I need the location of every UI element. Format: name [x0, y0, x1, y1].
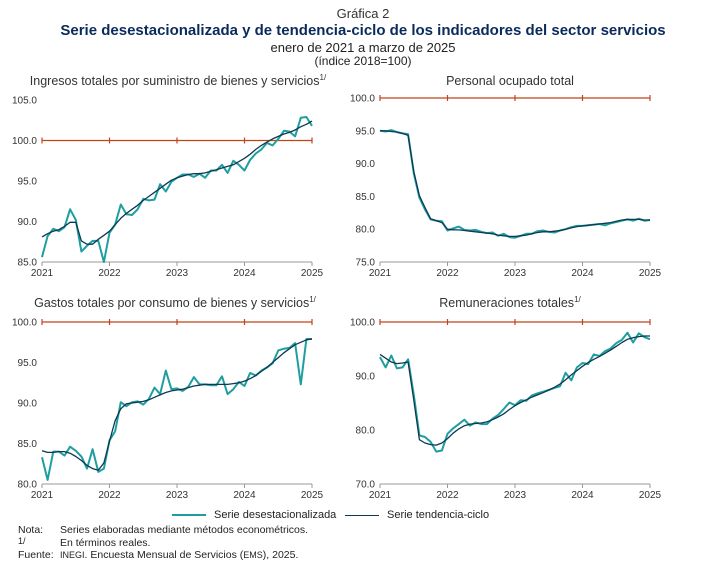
note-label: Nota: — [18, 524, 44, 536]
y-tick-label-personal: 80.0 — [356, 225, 376, 236]
seasonal-series-line-personal — [379, 129, 651, 239]
legend-trend-label: Serie tendencia-ciclo — [387, 509, 490, 521]
x-tick-label-gastos: 2023 — [166, 490, 189, 501]
x-tick-label-remuneraciones: 2024 — [571, 490, 594, 501]
note-text: Series elaboradas mediante métodos econo… — [60, 524, 309, 536]
y-tick-label-gastos: 100.0 — [12, 318, 37, 329]
ref-text: En términos reales. — [60, 537, 151, 549]
x-tick-label-gastos: 2021 — [31, 490, 54, 501]
y-tick-label-gastos: 80.0 — [18, 480, 38, 491]
y-tick-label-personal: 85.0 — [356, 192, 376, 203]
trend-series-line-personal — [380, 130, 650, 238]
x-tick-label-remuneraciones: 2022 — [436, 490, 459, 501]
y-tick-label-remuneraciones: 70.0 — [356, 480, 376, 491]
x-tick-label-ingresos: 2024 — [233, 268, 256, 279]
x-tick-label-ingresos: 2025 — [301, 268, 324, 279]
x-tick-label-ingresos: 2022 — [98, 268, 121, 279]
panel-title-personal: Personal ocupado total — [446, 74, 574, 89]
source-label: Fuente: — [18, 549, 54, 561]
y-tick-label-remuneraciones: 90.0 — [356, 372, 376, 383]
y-tick-label-personal: 90.0 — [356, 159, 376, 170]
seasonal-series-line-gastos — [41, 338, 312, 481]
x-tick-label-remuneraciones: 2023 — [504, 490, 527, 501]
y-tick-label-personal: 100.0 — [350, 94, 375, 105]
legend-seasonal: Serie desestacionalizada — [172, 509, 336, 521]
x-tick-label-remuneraciones: 2021 — [369, 490, 392, 501]
x-tick-label-gastos: 2025 — [301, 490, 324, 501]
y-tick-label-ingresos: 90.0 — [18, 217, 38, 228]
y-tick-label-gastos: 90.0 — [18, 399, 38, 410]
y-tick-label-ingresos: 100.0 — [12, 136, 37, 147]
figure-label: Gráfica 2 — [336, 6, 390, 21]
y-tick-label-gastos: 85.0 — [18, 439, 38, 450]
y-tick-label-gastos: 95.0 — [18, 358, 38, 369]
x-tick-label-personal: 2021 — [369, 268, 392, 279]
y-tick-label-remuneraciones: 80.0 — [356, 426, 376, 437]
legend-trend-swatch — [345, 514, 379, 516]
figure-title: Serie desestacionalizada y de tendencia-… — [60, 22, 666, 39]
trend-series-line-ingresos — [41, 120, 313, 245]
x-tick-label-gastos: 2024 — [233, 490, 256, 501]
legend-seasonal-label: Serie desestacionalizada — [214, 509, 337, 521]
panel-title-remuneraciones: Remuneraciones totales1/ — [439, 295, 581, 311]
y-tick-label-ingresos: 95.0 — [18, 177, 38, 188]
x-tick-label-personal: 2025 — [639, 268, 662, 279]
x-tick-label-personal: 2024 — [571, 268, 594, 279]
figure-unit: (índice 2018=100) — [314, 54, 412, 68]
x-tick-label-ingresos: 2021 — [31, 268, 54, 279]
figure-subtitle: enero de 2021 a marzo de 2025 — [270, 40, 456, 55]
legend-trend: Serie tendencia-ciclo — [345, 509, 489, 521]
x-tick-label-remuneraciones: 2025 — [639, 490, 662, 501]
y-tick-label-ingresos: 105.0 — [12, 96, 37, 107]
y-tick-label-remuneraciones: 100.0 — [350, 318, 375, 329]
x-tick-label-personal: 2022 — [436, 268, 459, 279]
trend-series-line-gastos — [41, 338, 313, 471]
ref-mark: 1/ — [18, 536, 26, 546]
x-tick-label-ingresos: 2023 — [166, 268, 189, 279]
trend-series-line-remuneraciones — [379, 335, 650, 446]
x-tick-label-personal: 2023 — [504, 268, 527, 279]
panel-title-gastos: Gastos totales por consumo de bienes y s… — [34, 295, 316, 311]
y-tick-label-ingresos: 85.0 — [18, 258, 38, 269]
x-tick-label-gastos: 2022 — [98, 490, 121, 501]
legend-seasonal-swatch — [172, 514, 206, 516]
y-tick-label-personal: 75.0 — [356, 258, 376, 269]
panel-title-ingresos: Ingresos totales por suministro de biene… — [29, 73, 327, 89]
source-text: INEGI. Encuesta Mensual de Servicios (EM… — [60, 549, 299, 561]
y-tick-label-personal: 95.0 — [356, 126, 376, 137]
